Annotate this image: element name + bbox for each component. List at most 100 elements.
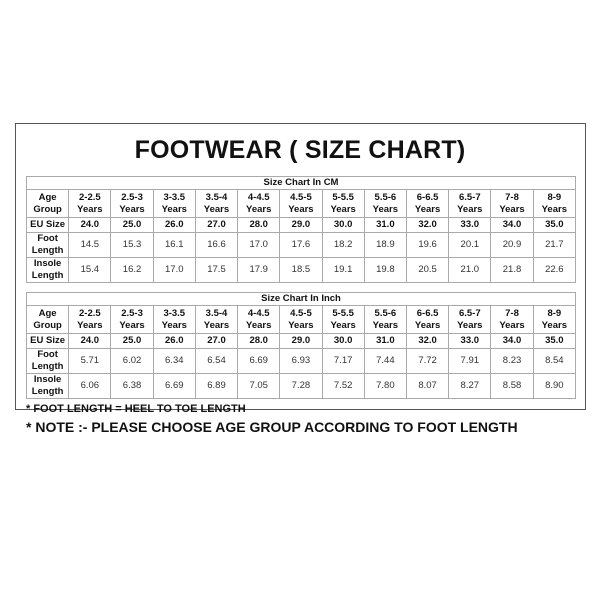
age-group-text: 6-6.5 bbox=[416, 191, 439, 203]
age-group-cell: 5.5-6 Years bbox=[363, 305, 407, 334]
age-group-cell: 8-9 Years bbox=[532, 189, 577, 218]
table-caption: Size Chart In Inch bbox=[26, 292, 576, 306]
age-group-text: Years bbox=[119, 203, 145, 215]
age-group-cell: 6.5-7 Years bbox=[448, 189, 492, 218]
insole-length-cell: 6.89 bbox=[194, 373, 239, 399]
age-group-cell: 3-3.5 Years bbox=[152, 189, 196, 218]
foot-length-cell: 7.72 bbox=[405, 348, 450, 374]
age-group-text: Years bbox=[372, 203, 399, 215]
row-label: Foot Length bbox=[25, 232, 70, 258]
eu-size-cell: 28.0 bbox=[237, 333, 281, 349]
foot-length-cell: 7.44 bbox=[363, 348, 407, 374]
age-group-text: 5.5-6 bbox=[374, 307, 397, 319]
eu-size-cell: 29.0 bbox=[279, 333, 323, 349]
age-group-text: 2-2.5 bbox=[79, 191, 101, 203]
age-group-text: Years bbox=[246, 203, 272, 215]
age-group-cell: 2-2.5 Years bbox=[68, 305, 112, 334]
caption-row: Size Chart In Inch bbox=[26, 292, 576, 306]
age-group-text: Years bbox=[161, 319, 187, 331]
insole-length-cell: 19.1 bbox=[321, 257, 365, 283]
age-group-text: 7-8 bbox=[505, 307, 519, 319]
age-group-text: Years bbox=[77, 203, 103, 215]
table-caption: Size Chart In CM bbox=[26, 176, 576, 190]
row-label: Age Group bbox=[25, 189, 70, 218]
foot-length-cell: 16.6 bbox=[194, 232, 239, 258]
insole-length-cell: 20.5 bbox=[405, 257, 450, 283]
age-group-cell: 7-8 Years bbox=[490, 189, 534, 218]
insole-length-row: Insole Length 6.06 6.38 6.69 6.89 7.05 7.28 7.5… bbox=[25, 373, 577, 399]
age-group-text: Years bbox=[330, 319, 356, 331]
age-group-cell: 6-6.5 Years bbox=[405, 189, 450, 218]
eu-size-cell: 25.0 bbox=[110, 333, 154, 349]
row-label: Age Group bbox=[25, 305, 70, 334]
foot-length-cell: 8.54 bbox=[532, 348, 577, 374]
eu-size-cell: 34.0 bbox=[490, 217, 534, 233]
eu-size-cell: 29.0 bbox=[279, 217, 323, 233]
foot-length-cell: 6.69 bbox=[237, 348, 281, 374]
insole-length-row: Insole Length 15.4 16.2 17.0 17.5 17.9 18.5 19.… bbox=[25, 257, 577, 283]
insole-length-cell: 7.05 bbox=[237, 373, 281, 399]
age-group-text: 3-3.5 bbox=[163, 307, 186, 319]
eu-size-cell: 35.0 bbox=[532, 333, 577, 349]
age-group-text: 6-6.5 bbox=[416, 307, 439, 319]
age-group-row: Age Group 2-2.5 Years 2.5-3 Years 3-3.5 Years 3… bbox=[25, 305, 577, 334]
age-group-text: Years bbox=[119, 319, 145, 331]
age-group-text: Years bbox=[457, 319, 483, 331]
size-chart-content: Size Chart In CM Age Group 2-2.5 Years 2.5-3… bbox=[25, 176, 577, 436]
insole-length-cell: 8.07 bbox=[405, 373, 450, 399]
age-group-text: 4-4.5 bbox=[247, 191, 270, 203]
foot-length-row: Foot Length 5.71 6.02 6.34 6.54 6.69 6.93 7.17 7… bbox=[25, 348, 577, 374]
age-group-text: Years bbox=[457, 203, 483, 215]
insole-length-cell: 7.80 bbox=[363, 373, 407, 399]
age-group-text: 2.5-3 bbox=[121, 191, 143, 203]
age-group-text: Years bbox=[372, 319, 399, 331]
age-group-text: 2-2.5 bbox=[79, 307, 101, 319]
foot-length-cell: 15.3 bbox=[110, 232, 154, 258]
age-group-cell: 7-8 Years bbox=[490, 305, 534, 334]
foot-length-cell: 6.34 bbox=[152, 348, 196, 374]
foot-length-cell: 6.54 bbox=[194, 348, 239, 374]
foot-length-cell: 20.9 bbox=[490, 232, 534, 258]
age-group-text: 4.5-5 bbox=[290, 191, 312, 203]
size-table-cm: Size Chart In CM Age Group 2-2.5 Years 2.5-3… bbox=[25, 176, 577, 283]
eu-size-cell: 27.0 bbox=[194, 333, 239, 349]
age-group-cell: 2.5-3 Years bbox=[110, 305, 154, 334]
age-group-text: 5.5-6 bbox=[374, 191, 397, 203]
age-group-text: 5-5.5 bbox=[332, 307, 354, 319]
age-group-cell: 4.5-5 Years bbox=[279, 189, 323, 218]
age-group-text: Years bbox=[288, 203, 314, 215]
age-group-text: 8-9 bbox=[547, 307, 562, 319]
insole-length-cell: 6.06 bbox=[68, 373, 112, 399]
eu-size-cell: 32.0 bbox=[405, 217, 450, 233]
foot-length-row: Foot Length 14.5 15.3 16.1 16.6 17.0 17.6 18.2 1… bbox=[25, 232, 577, 258]
foot-length-cell: 16.1 bbox=[152, 232, 196, 258]
age-group-cell: 5-5.5 Years bbox=[321, 305, 365, 334]
foot-length-cell: 7.91 bbox=[448, 348, 492, 374]
age-group-text: 3.5-4 bbox=[205, 191, 228, 203]
foot-length-cell: 14.5 bbox=[68, 232, 112, 258]
age-group-text: Years bbox=[203, 319, 230, 331]
age-group-text: Years bbox=[414, 203, 441, 215]
insole-length-cell: 17.0 bbox=[152, 257, 196, 283]
eu-size-cell: 26.0 bbox=[152, 217, 196, 233]
foot-length-cell: 6.02 bbox=[110, 348, 154, 374]
insole-length-cell: 6.69 bbox=[152, 373, 196, 399]
foot-length-cell: 18.9 bbox=[363, 232, 407, 258]
age-group-text: 7-8 bbox=[505, 191, 519, 203]
age-group-cell: 6-6.5 Years bbox=[405, 305, 450, 334]
insole-length-cell: 6.38 bbox=[110, 373, 154, 399]
insole-length-cell: 8.90 bbox=[532, 373, 577, 399]
age-group-text: Years bbox=[288, 319, 314, 331]
age-group-text: 8-9 bbox=[547, 191, 562, 203]
size-chart-frame bbox=[15, 123, 586, 410]
note: * NOTE :- PLEASE CHOOSE AGE GROUP ACCORD… bbox=[26, 419, 518, 435]
eu-size-cell: 24.0 bbox=[68, 333, 112, 349]
insole-length-cell: 19.8 bbox=[363, 257, 407, 283]
age-group-cell: 3.5-4 Years bbox=[194, 189, 239, 218]
age-group-text: 5-5.5 bbox=[332, 191, 354, 203]
page-title: FOOTWEAR ( SIZE CHART) bbox=[134, 136, 466, 164]
age-group-text: 3-3.5 bbox=[163, 191, 186, 203]
eu-size-cell: 28.0 bbox=[237, 217, 281, 233]
foot-length-cell: 17.6 bbox=[279, 232, 323, 258]
age-group-cell: 4-4.5 Years bbox=[237, 189, 281, 218]
